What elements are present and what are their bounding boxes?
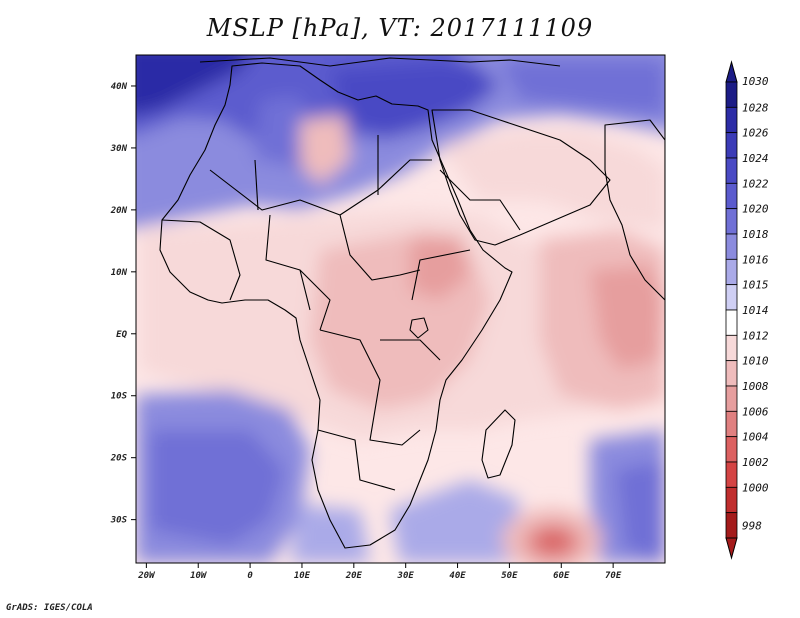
arabia-coastline bbox=[431, 109, 611, 246]
colorbar-label: 1000 bbox=[742, 481, 769, 494]
coastlines bbox=[159, 57, 665, 549]
colorbar-swatch bbox=[725, 385, 738, 412]
saharan-ridge bbox=[255, 95, 310, 165]
border-10 bbox=[439, 169, 521, 231]
colorbar-swatch bbox=[725, 360, 738, 387]
lon-tick-label: 30E bbox=[397, 571, 415, 581]
colorbar-bottom-arrow bbox=[725, 537, 738, 560]
lon-tick-label: 0 bbox=[247, 571, 253, 581]
colorbar-label: 1026 bbox=[742, 127, 769, 140]
europe-coastline bbox=[199, 57, 561, 67]
border-7 bbox=[254, 159, 259, 211]
colorbar-swatch bbox=[725, 284, 738, 311]
border-12 bbox=[380, 339, 441, 361]
colorbar-label: 1024 bbox=[742, 152, 769, 165]
southern-indian-ocean-low-core bbox=[543, 534, 563, 548]
colorbar-swatch bbox=[725, 334, 738, 362]
colorbar-label: 1018 bbox=[742, 228, 769, 241]
colorbar-label: 1016 bbox=[742, 253, 769, 266]
colorbar-label: 1015 bbox=[742, 279, 769, 292]
south-atlantic-high-core bbox=[150, 430, 285, 545]
border-5 bbox=[319, 329, 421, 446]
colorbar-label: 998 bbox=[742, 519, 762, 532]
lon-tick-label: 40E bbox=[449, 571, 466, 581]
lat-tick-label: 40N bbox=[111, 82, 128, 92]
pressure-field bbox=[136, 55, 665, 563]
colorbar-swatch bbox=[725, 512, 738, 539]
south-indian-high-core bbox=[615, 460, 665, 563]
colorbar-swatch bbox=[725, 309, 738, 336]
colorbar-swatch bbox=[725, 157, 738, 184]
colorbar: 1030 1028 1026 1024 1022 1020 1018 1016 1015 1014… bbox=[725, 60, 769, 560]
colorbar-label: 1012 bbox=[742, 329, 769, 342]
northwest-high-center bbox=[136, 55, 250, 115]
colorbar-swatch bbox=[725, 461, 738, 488]
colorbar-swatch bbox=[725, 81, 738, 108]
map-frame bbox=[135, 54, 666, 564]
colorbar-label: 1006 bbox=[742, 405, 769, 418]
arabian-sea-low-core bbox=[590, 265, 665, 370]
colorbar-label: 1030 bbox=[742, 75, 769, 88]
colorbar-label: 1014 bbox=[742, 304, 769, 317]
chart-title: MSLP [hPa], VT: 2017111109 bbox=[206, 14, 594, 42]
border-11 bbox=[411, 249, 471, 301]
lon-tick-label: 20E bbox=[345, 571, 363, 581]
lon-tick-label: 60E bbox=[553, 571, 570, 581]
border-8 bbox=[161, 219, 241, 301]
lat-tick-label: 20N bbox=[110, 206, 128, 216]
middle-east-trough bbox=[440, 130, 665, 230]
lat-tick-label: 20S bbox=[110, 454, 128, 464]
lat-tick-label: 10N bbox=[111, 268, 128, 278]
colorbar-swatch bbox=[725, 182, 738, 210]
colorbar-swatch bbox=[725, 486, 738, 514]
axis-ticks: 20W 10W 0 10E 20E 30E 40E 50E 60E 70E 40N 30N 20N 10N… bbox=[110, 82, 622, 581]
mediterranean-high bbox=[330, 60, 500, 140]
colorbar-swatch bbox=[725, 258, 738, 286]
lake-victoria bbox=[409, 317, 429, 339]
colorbar-swatch bbox=[725, 410, 738, 438]
cape-ridge bbox=[290, 505, 370, 563]
colorbar-label: 1020 bbox=[742, 203, 769, 216]
lon-tick-label: 70E bbox=[605, 571, 622, 581]
colorbar-top-arrow bbox=[725, 60, 738, 83]
colorbar-swatch bbox=[725, 106, 738, 134]
lon-tick-label: 10W bbox=[190, 571, 208, 581]
india-coastline bbox=[604, 119, 665, 301]
lat-tick-label: 30N bbox=[110, 144, 128, 154]
colorbar-swatch bbox=[725, 233, 738, 260]
southern-ocean-ridge bbox=[390, 480, 520, 563]
lat-tick-label: EQ bbox=[116, 330, 127, 340]
lon-tick-label: 20W bbox=[137, 571, 156, 581]
colorbar-swatch bbox=[725, 132, 738, 159]
lat-tick-label: 30S bbox=[110, 516, 128, 526]
colorbar-swatch bbox=[725, 436, 738, 463]
border-6 bbox=[317, 429, 396, 491]
africa-coastline bbox=[159, 62, 513, 549]
colorbar-swatch bbox=[725, 208, 738, 235]
lat-tick-label: 10S bbox=[111, 392, 128, 402]
east-african-low bbox=[410, 235, 470, 300]
colorbar-label: 1028 bbox=[742, 101, 769, 114]
border-4 bbox=[339, 214, 421, 281]
colorbar-label: 1008 bbox=[742, 380, 769, 393]
lon-tick-label: 10E bbox=[294, 571, 311, 581]
colorbar-label: 1004 bbox=[742, 431, 769, 444]
sahara-low bbox=[300, 115, 350, 185]
software-credit: GrADS: IGES/COLA bbox=[6, 603, 93, 613]
colorbar-label: 1002 bbox=[742, 456, 769, 469]
east-mediterranean-ridge bbox=[500, 60, 665, 115]
colorbar-label: 1010 bbox=[742, 355, 769, 368]
madagascar bbox=[481, 409, 516, 479]
colorbar-label: 1022 bbox=[742, 177, 769, 190]
lon-tick-label: 50E bbox=[501, 571, 518, 581]
border-9 bbox=[299, 269, 311, 311]
